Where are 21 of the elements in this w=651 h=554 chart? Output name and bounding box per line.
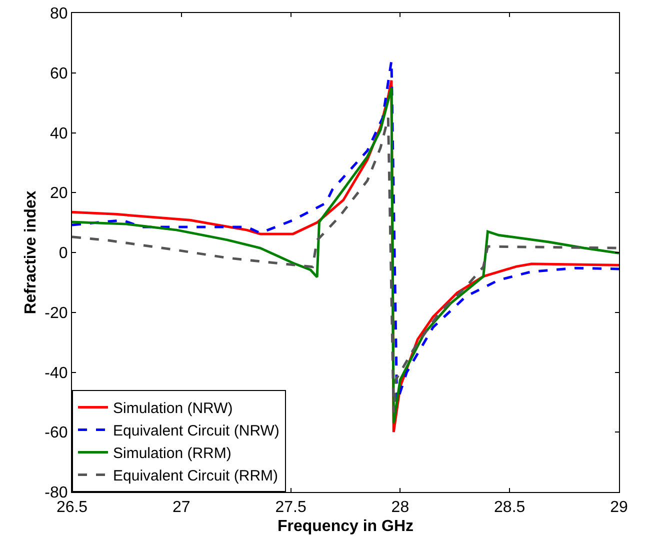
y-tick-label: 60: [50, 65, 68, 82]
x-tick-label: 29: [610, 499, 628, 516]
x-tick-label: 26.5: [56, 499, 88, 516]
y-tick-label: 40: [50, 125, 68, 142]
y-tick-label: 80: [50, 6, 68, 23]
legend-label: Simulation (RRM): [113, 445, 232, 462]
x-tick-label: 28.5: [494, 499, 526, 516]
x-axis-title: Frequency in GHz: [277, 518, 414, 535]
x-tick-label: 27.5: [275, 499, 306, 516]
legend-label: Equivalent Circuit (RRM): [113, 468, 278, 485]
x-tick-label: 28: [391, 499, 410, 516]
legend-label: Simulation (NRW): [113, 400, 233, 418]
y-tick-label: -60: [44, 424, 68, 442]
y-tick-label: 20: [50, 185, 68, 202]
y-axis-title: Refractive index: [22, 190, 40, 314]
legend-label: Equivalent Circuit (NRW): [113, 422, 280, 440]
y-tick-label: -80: [44, 484, 68, 502]
x-tick-label: 27: [172, 499, 190, 516]
y-tick-label: -40: [44, 364, 68, 382]
y-tick-label: -20: [44, 304, 68, 322]
y-tick-label: 0: [58, 245, 68, 262]
